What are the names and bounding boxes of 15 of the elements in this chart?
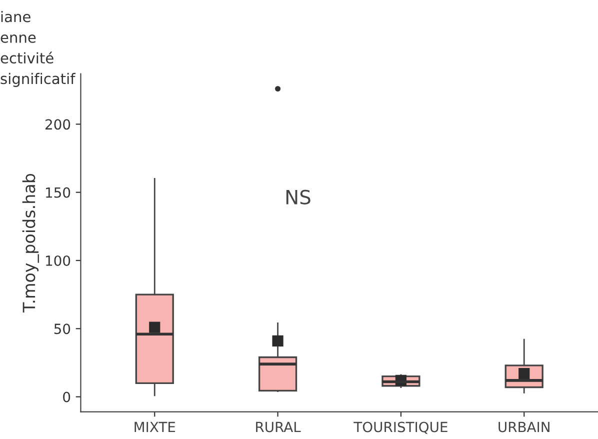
x-tick-label: TOURISTIQUE (354, 422, 448, 434)
text: enne (0, 34, 36, 43)
y-tick-label: 150 (46, 187, 70, 198)
y-tick-label: 0 (63, 392, 70, 402)
x-tick-label: MIXTE (134, 422, 176, 432)
text: iane (1, 10, 30, 22)
text: ectivité (0, 52, 54, 64)
y-axis-title: T.moy_poids.hab (22, 174, 39, 313)
x-tick-label: RURAL (256, 422, 301, 432)
x-tick-label: URBAIN (498, 422, 550, 432)
y-tick-label: 50 (54, 324, 70, 334)
annotation: NS (286, 190, 310, 204)
y-tick-label: 200 (46, 119, 70, 130)
text: significatif (0, 72, 76, 87)
y-tick-label: 100 (46, 255, 70, 266)
